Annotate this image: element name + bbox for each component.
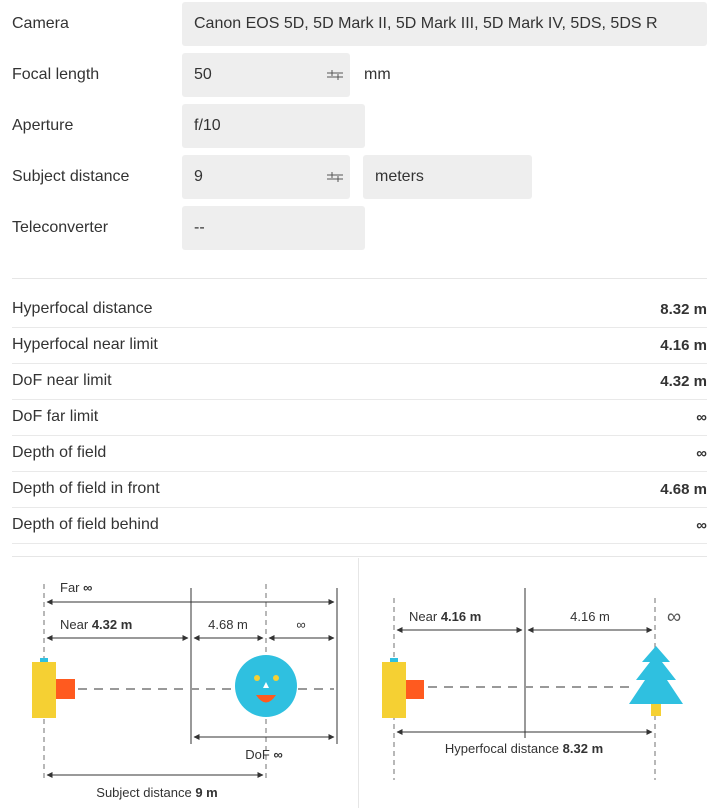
result-row: Depth of field ∞ (12, 436, 707, 472)
focal-length-input[interactable]: 50 (182, 53, 350, 97)
camera-icon (32, 658, 75, 718)
dof-diagram: Far ∞ Near 4.32 m 4.68 m ∞ DoF ∞ (32, 580, 338, 800)
camera-label: Camera (12, 15, 69, 32)
result-row: Depth of field in front 4.68 m (12, 472, 707, 508)
divider (12, 278, 707, 279)
result-value: 4.32 m (660, 373, 707, 390)
subject-distance-input[interactable]: 9 (182, 155, 350, 199)
result-value: ∞ (696, 409, 707, 426)
tree-icon (629, 646, 683, 716)
aperture-row: Aperture f/10 (0, 104, 720, 150)
subject-distance-text: Subject distance 9 m (96, 785, 217, 800)
hyper-span-text: 4.16 m (570, 609, 610, 624)
result-row: Hyperfocal near limit 4.16 m (12, 328, 707, 364)
hyper-near-text: Near 4.16 m (409, 609, 481, 624)
result-value: ∞ (696, 517, 707, 534)
result-value: 4.16 m (660, 337, 707, 354)
distance-unit-select[interactable]: meters (363, 155, 532, 199)
result-row: Hyperfocal distance 8.32 m (12, 292, 707, 328)
result-row: Depth of field behind ∞ (12, 508, 707, 544)
result-label: DoF near limit (12, 372, 112, 389)
teleconverter-row: Teleconverter -- (0, 206, 720, 252)
dof-label-text: DoF ∞ (245, 747, 282, 762)
front-value-text: 4.68 m (208, 617, 248, 632)
subject-distance-label: Subject distance (12, 168, 130, 185)
result-label: DoF far limit (12, 408, 99, 425)
near-label-text: Near 4.32 m (60, 617, 132, 632)
camera-row: Camera Canon EOS 5D, 5D Mark II, 5D Mark… (0, 2, 720, 48)
result-label: Depth of field behind (12, 516, 159, 533)
result-value: ∞ (696, 445, 707, 462)
hyperfocal-diagram: Near 4.16 m 4.16 m ∞ Hyperfocal distance… (382, 588, 683, 780)
focal-length-label: Focal length (12, 66, 100, 83)
subject-distance-row: Subject distance 9 meters (0, 155, 720, 201)
diagrams: Far ∞ Near 4.32 m 4.68 m ∞ DoF ∞ (32, 558, 683, 808)
subject-face-icon (235, 655, 297, 717)
teleconverter-select[interactable]: -- (182, 206, 365, 250)
result-row: DoF near limit 4.32 m (12, 364, 707, 400)
result-value: 4.68 m (660, 481, 707, 498)
result-row: DoF far limit ∞ (12, 400, 707, 436)
focal-length-stepper-icon[interactable] (326, 69, 344, 81)
hyperfocal-text: Hyperfocal distance 8.32 m (445, 741, 603, 756)
result-label: Depth of field (12, 444, 107, 461)
far-label-text: Far ∞ (60, 580, 92, 595)
result-label: Hyperfocal distance (12, 300, 153, 317)
aperture-label: Aperture (12, 117, 74, 134)
camera-select[interactable]: Canon EOS 5D, 5D Mark II, 5D Mark III, 5… (182, 2, 707, 46)
infinity-symbol: ∞ (667, 606, 681, 628)
result-value: 8.32 m (660, 301, 707, 318)
focal-length-row: Focal length 50 mm (0, 53, 720, 99)
behind-value-text: ∞ (296, 617, 305, 632)
focal-length-unit: mm (364, 66, 391, 83)
camera-icon (382, 658, 424, 718)
result-label: Depth of field in front (12, 480, 160, 497)
subject-distance-stepper-icon[interactable] (326, 171, 344, 183)
teleconverter-label: Teleconverter (12, 219, 109, 236)
aperture-select[interactable]: f/10 (182, 104, 365, 148)
divider (12, 556, 707, 557)
result-label: Hyperfocal near limit (12, 336, 158, 353)
